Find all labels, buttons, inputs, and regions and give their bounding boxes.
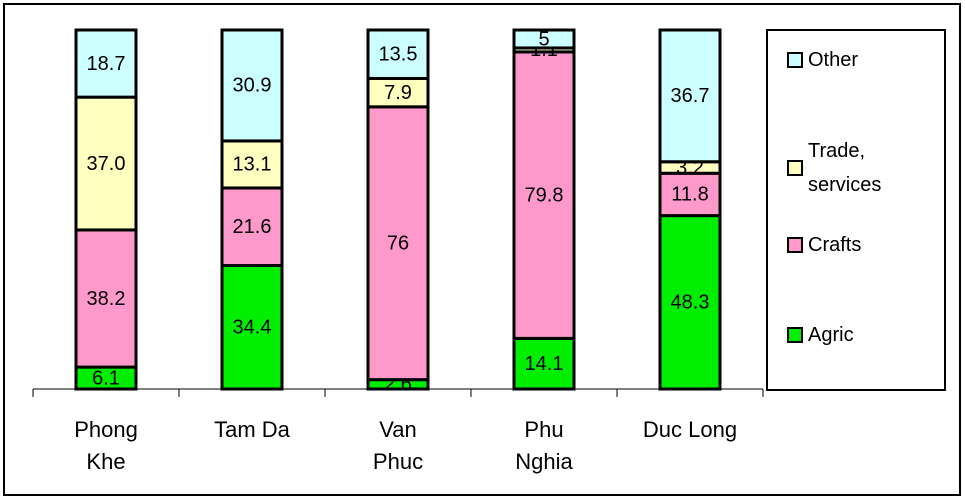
bar-segment xyxy=(366,28,430,80)
value-label: 36.7 xyxy=(671,85,710,107)
value-label: 5 xyxy=(538,28,549,50)
bar-segment xyxy=(512,28,576,50)
value-label: 14.1 xyxy=(525,353,564,375)
legend-swatch xyxy=(787,160,803,176)
frame xyxy=(3,3,961,496)
legend-swatch xyxy=(787,327,803,343)
value-label: 37.0 xyxy=(87,153,126,175)
legend-label: Other xyxy=(808,49,859,71)
value-label: 38.2 xyxy=(87,288,126,310)
legend-swatch xyxy=(787,237,803,253)
value-label: 30.9 xyxy=(233,75,272,97)
legend-box xyxy=(766,29,946,391)
bar-segment xyxy=(220,28,284,143)
bar-segment xyxy=(366,105,430,382)
value-label: 18.7 xyxy=(87,53,126,75)
value-label: 6.1 xyxy=(92,367,120,389)
x-tick-label: Duc Long xyxy=(642,417,738,442)
x-tick-label: Phu Nghia xyxy=(515,417,573,474)
value-label: 13.5 xyxy=(379,44,418,66)
value-label: 76 xyxy=(387,233,409,255)
bar-segment xyxy=(74,95,138,232)
legend-label: Agric xyxy=(808,324,854,346)
bar-segment xyxy=(220,186,284,268)
bar-segment xyxy=(366,76,430,109)
value-label: 11.8 xyxy=(671,184,708,206)
bar-segment xyxy=(74,28,138,99)
value-label: 79.8 xyxy=(525,184,564,206)
bar-segment xyxy=(658,28,722,164)
bar-segment xyxy=(512,50,576,340)
legend-swatch xyxy=(787,52,803,68)
value-label: 21.6 xyxy=(233,216,272,238)
legend-label: Crafts xyxy=(808,234,862,256)
value-label: 7.9 xyxy=(384,82,412,104)
legend-label: Trade, services xyxy=(808,140,882,196)
value-label: 34.4 xyxy=(233,317,272,339)
x-tick-label: Tam Da xyxy=(214,417,290,442)
value-label: 48.3 xyxy=(671,292,710,314)
value-label: 13.1 xyxy=(233,154,272,176)
x-tick-label: Van Phuc xyxy=(372,417,424,474)
x-tick-label: Phong Khe xyxy=(74,417,138,474)
